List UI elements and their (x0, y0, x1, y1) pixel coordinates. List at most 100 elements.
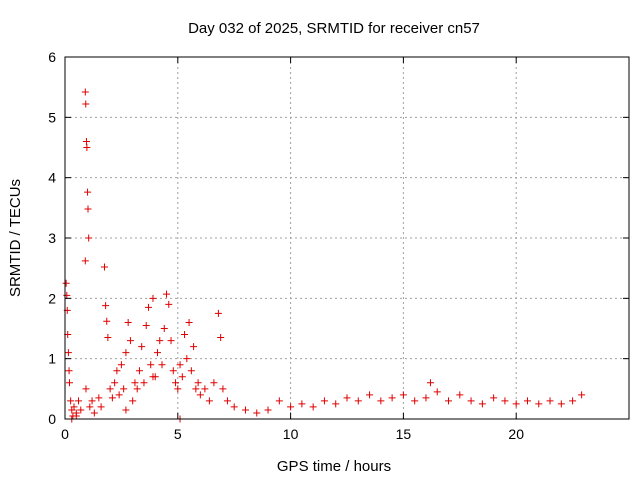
data-point (343, 394, 351, 402)
x-axis-title: GPS time / hours (277, 458, 391, 475)
data-point (578, 391, 586, 399)
x-tick-labels: 0 5 10 15 20 (61, 426, 524, 442)
data-point (501, 397, 509, 405)
data-point (103, 317, 111, 325)
data-point (320, 397, 328, 405)
data-point (86, 403, 94, 411)
data-point (133, 385, 141, 393)
data-point (169, 367, 177, 375)
data-point (185, 318, 193, 326)
data-point (111, 379, 119, 387)
data-point (523, 397, 531, 405)
data-point (196, 391, 204, 399)
data-point (223, 397, 231, 405)
data-point (81, 257, 89, 265)
x-tick-label: 15 (396, 426, 412, 442)
data-point (241, 406, 249, 414)
data-point (129, 397, 137, 405)
y-tick-label: 5 (48, 109, 56, 125)
data-point (399, 391, 407, 399)
data-point (219, 385, 227, 393)
data-point (433, 388, 441, 396)
data-point (144, 303, 152, 311)
data-point (67, 397, 75, 405)
x-tick-label: 0 (61, 426, 69, 442)
data-points (62, 88, 586, 423)
data-point (90, 409, 98, 417)
data-point (167, 337, 175, 345)
data-point (102, 302, 110, 310)
data-point (467, 397, 475, 405)
data-point (147, 361, 155, 369)
data-point (65, 367, 73, 375)
y-tick-label: 6 (48, 49, 56, 65)
data-point (388, 394, 396, 402)
data-point (153, 349, 161, 357)
data-point (82, 385, 90, 393)
data-point (124, 318, 132, 326)
data-point (332, 400, 340, 408)
data-point (83, 144, 91, 151)
data-point (205, 397, 213, 405)
data-point (149, 373, 157, 381)
data-point (298, 400, 306, 408)
chart-title: Day 032 of 2025, SRMTID for receiver cn5… (188, 20, 480, 37)
data-point (158, 361, 166, 369)
y-tick-label: 4 (48, 170, 56, 186)
data-point (178, 373, 186, 381)
data-point (354, 397, 362, 405)
data-point (230, 403, 238, 411)
data-point (81, 88, 89, 96)
data-point (187, 367, 195, 375)
data-point (377, 397, 385, 405)
data-point (122, 349, 130, 357)
data-point (217, 334, 225, 342)
data-point (84, 188, 92, 196)
data-point (63, 291, 71, 299)
data-point (192, 385, 200, 393)
data-point (194, 379, 202, 387)
y-tick-label: 3 (48, 230, 56, 246)
data-point (210, 379, 218, 387)
data-point (309, 403, 317, 411)
y-axis-title: SRMTID / TECUs (7, 179, 24, 297)
data-point (176, 361, 184, 369)
data-point (264, 406, 272, 414)
data-point (72, 412, 80, 420)
data-point (113, 367, 121, 375)
data-point (183, 355, 191, 363)
y-tick-labels: 0 1 2 3 4 5 6 (48, 49, 56, 427)
data-point (108, 394, 116, 402)
data-point (174, 385, 182, 393)
data-point (512, 400, 520, 408)
data-point (535, 400, 543, 408)
data-point (163, 290, 171, 298)
data-point (75, 397, 83, 405)
grid-lines (65, 57, 629, 419)
data-point (85, 234, 93, 242)
data-point (131, 379, 139, 387)
y-tick-label: 0 (48, 411, 56, 427)
data-point (88, 397, 96, 405)
data-point (149, 294, 157, 302)
data-point (138, 343, 146, 351)
data-point (275, 397, 283, 405)
data-point (165, 300, 173, 308)
data-point (77, 406, 85, 414)
data-point (478, 400, 486, 408)
data-point (445, 397, 453, 405)
data-point (82, 100, 90, 108)
data-point (115, 391, 123, 399)
data-point (253, 409, 261, 417)
data-point (190, 343, 198, 351)
data-point (422, 394, 430, 402)
data-point (140, 379, 148, 387)
data-point (135, 367, 143, 375)
data-point (569, 397, 577, 405)
data-point (214, 309, 222, 317)
data-point (104, 334, 112, 342)
data-point (64, 349, 72, 357)
data-point (142, 321, 150, 329)
data-point (456, 391, 464, 399)
